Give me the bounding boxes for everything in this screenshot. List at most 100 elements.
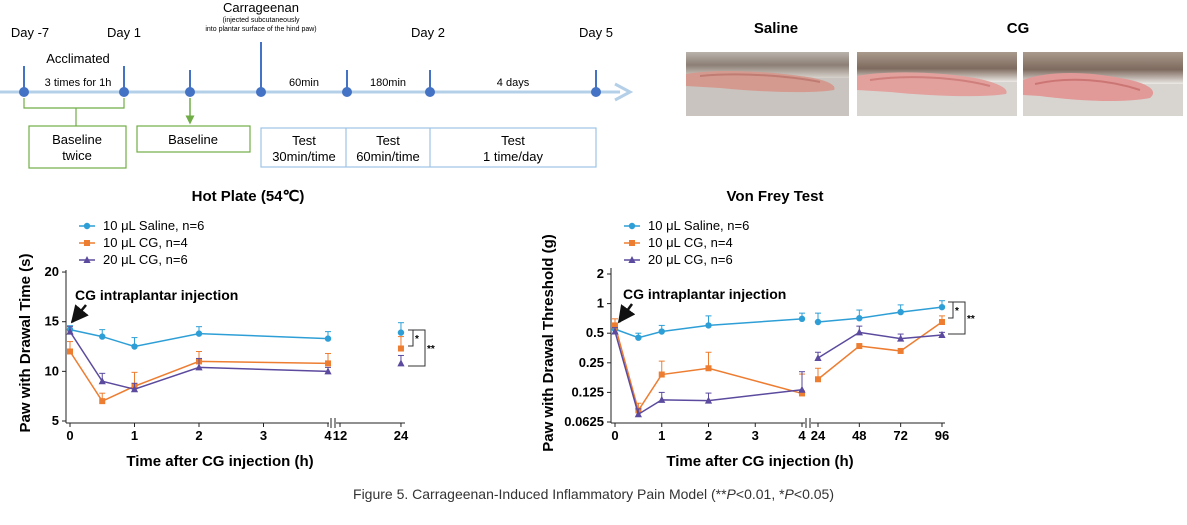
data-point <box>897 347 904 354</box>
data-point <box>938 318 945 325</box>
carrageenan-title: Carrageenan <box>223 0 299 15</box>
box-tests <box>260 127 597 168</box>
series-line <box>817 331 943 359</box>
legend-marker <box>628 222 636 230</box>
data-point <box>897 308 904 316</box>
significance-bracket <box>948 301 954 319</box>
legend-label: 10 μL CG, n=4 <box>103 235 188 250</box>
data-point <box>66 327 74 335</box>
data-point <box>324 335 332 342</box>
data-point <box>195 330 203 337</box>
legend-label: 10 μL Saline, n=6 <box>648 218 749 233</box>
y-tick-label: 5 <box>52 413 59 428</box>
day-label-minus7: Day -7 <box>11 25 49 40</box>
legend-label: 20 μL CG, n=6 <box>648 252 733 267</box>
significance-label: * <box>415 334 419 345</box>
annotation-text: CG intraplantar injection <box>75 287 238 303</box>
chart-title: Hot Plate (54℃) <box>192 188 305 205</box>
photo-saline <box>686 52 849 116</box>
photo-cg-2 <box>1023 52 1183 116</box>
x-tick-label: 12 <box>333 428 347 443</box>
data-point <box>855 328 863 336</box>
paw-photos: Saline CG <box>686 20 1183 116</box>
test3-l1: Test <box>501 133 525 148</box>
y-tick-label: 20 <box>45 264 59 279</box>
data-point <box>634 410 642 418</box>
interval-60min: 60min <box>289 77 319 89</box>
data-point <box>856 315 863 322</box>
annotation-arrow <box>70 304 89 324</box>
x-tick-label: 0 <box>611 428 618 443</box>
y-tick-label: 0.25 <box>579 355 604 370</box>
figure-caption: Figure 5. Carrageenan-Induced Inflammato… <box>0 486 1187 502</box>
node-day5 <box>591 87 601 97</box>
caption-p1: P <box>726 486 736 502</box>
timeline-arrow-head <box>614 82 634 102</box>
significance-label: ** <box>967 314 975 325</box>
interval-4days: 4 days <box>497 77 530 89</box>
x-tick-label: 3 <box>752 428 759 443</box>
node-baseline <box>185 87 195 97</box>
legend-label: 10 μL CG, n=4 <box>648 235 733 250</box>
caption-p2: P <box>784 486 794 502</box>
legend-marker <box>83 222 91 230</box>
node-day-minus7 <box>19 87 29 97</box>
x-tick-label: 1 <box>658 428 665 443</box>
series-0 <box>66 322 405 350</box>
von-frey-chart: Von Frey Test 0 1 2 3 4 24 48 72 96 0.0625 0.125 0.2… <box>540 188 975 470</box>
day-label-2: Day 2 <box>411 25 445 40</box>
data-point <box>705 365 712 372</box>
box-baseline-twice <box>28 125 127 169</box>
test1-l1: Test <box>292 133 316 148</box>
carrageenan-note-1: (injected subcutaneously <box>222 17 300 24</box>
carrageenan-note-2: into plantar surface of the hind paw) <box>205 26 316 33</box>
series-2 <box>66 326 405 393</box>
y-tick-label: 0.0625 <box>564 414 604 429</box>
caption-mid: <0.01, * <box>735 486 785 502</box>
y-tick-label: 10 <box>45 363 59 378</box>
data-point <box>195 363 203 371</box>
node-60min <box>342 87 352 97</box>
data-point <box>635 334 642 341</box>
interval-180min: 180min <box>370 77 406 89</box>
x-tick-label: 4 <box>798 428 806 443</box>
acclimated-bracket <box>23 98 125 109</box>
node-day2 <box>425 87 435 97</box>
caption-prefix: Figure 5. Carrageenan-Induced Inflammato… <box>353 486 727 502</box>
day-label-1: Day 1 <box>107 25 141 40</box>
y-axis-label: Paw with Drawal Threshold (g) <box>540 234 557 452</box>
data-point <box>658 395 666 403</box>
box-baseline-label: Baseline <box>168 132 218 147</box>
x-tick-label: 2 <box>705 428 712 443</box>
y-tick-label: 2 <box>597 266 604 281</box>
acclimated-note: 3 times for 1h <box>45 77 112 89</box>
data-point <box>611 327 619 335</box>
legend-marker <box>629 240 635 246</box>
data-point <box>938 303 946 311</box>
data-point <box>897 334 905 342</box>
x-tick-label: 4 <box>324 428 332 443</box>
x-tick-label: 24 <box>394 428 409 443</box>
data-point <box>658 371 665 378</box>
data-point <box>99 333 106 340</box>
x-tick-label: 1 <box>131 428 138 443</box>
node-carrageenan <box>256 87 266 97</box>
x-axis-label: Time after CG injection (h) <box>126 453 313 470</box>
data-point <box>67 348 73 355</box>
photo-cg-1 <box>857 52 1017 116</box>
x-tick-label: 96 <box>935 428 949 443</box>
significance-bracket <box>408 329 426 367</box>
acclimated-title: Acclimated <box>46 51 110 66</box>
x-tick-label: 72 <box>893 428 907 443</box>
x-tick-label: 48 <box>852 428 866 443</box>
data-point <box>856 343 863 350</box>
data-point <box>325 360 331 367</box>
data-point <box>131 343 138 350</box>
day-label-5: Day 5 <box>579 25 613 40</box>
series-0 <box>611 300 946 341</box>
timeline: Day -7 Day 1 Day 2 Day 5 Carrageenan (in… <box>0 0 634 169</box>
data-point <box>324 367 332 375</box>
legend-label: 20 μL CG, n=6 <box>103 252 188 267</box>
